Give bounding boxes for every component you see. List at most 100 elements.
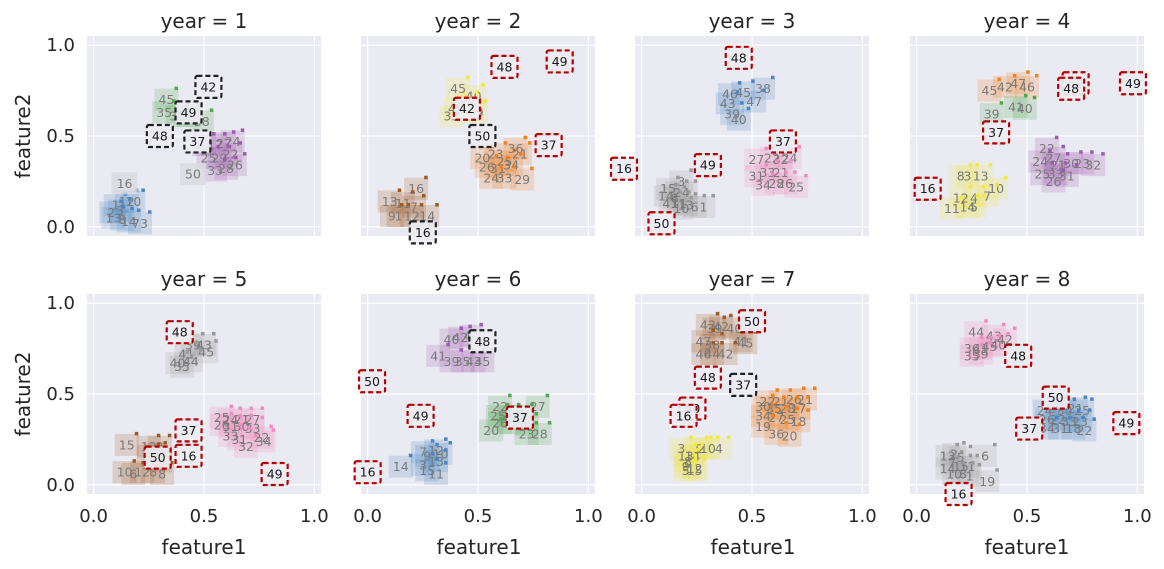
point-label: 26 [214, 417, 230, 432]
highlight-box-label: 37 [181, 423, 197, 438]
data-point [229, 411, 234, 416]
data-point [419, 203, 424, 207]
point-glyph-box [218, 415, 243, 438]
point-glyph-box [377, 190, 402, 213]
point-glyph-box [691, 343, 716, 365]
point-label: 43 [720, 96, 736, 111]
data-point [530, 402, 534, 407]
point-glyph-box [682, 195, 707, 218]
point-glyph-box [485, 157, 510, 180]
panels-layer: year = 10.00.51.011210231381473453538393… [46, 9, 1151, 527]
point-glyph-box [99, 201, 124, 224]
data-point [711, 193, 715, 198]
data-point [435, 203, 439, 207]
point-glyph-box [510, 168, 535, 191]
point-label: 4 [715, 441, 723, 456]
point-glyph-box [959, 344, 984, 367]
x-tick-label: 1.0 [848, 506, 877, 527]
data-point [1032, 95, 1037, 100]
point-label: 3 [677, 441, 685, 456]
point-glyph-box [227, 428, 252, 451]
point-glyph-box [401, 195, 426, 218]
point-glyph-box [984, 177, 1009, 200]
point-glyph-box [948, 455, 973, 478]
data-point [1087, 408, 1092, 412]
point-label: 31 [1052, 421, 1068, 436]
data-point [128, 197, 132, 202]
panel-year-7: year = 70.00.51.043394240473841454644422… [627, 267, 876, 527]
data-point [119, 199, 123, 203]
highlight-box-label: 49 [1125, 76, 1141, 91]
highlight-box-label: 48 [152, 129, 168, 144]
highlight-box-49 [693, 152, 722, 178]
cluster-4: 831310124711145 [939, 163, 1009, 220]
point-glyph-box [1015, 75, 1039, 98]
data-point [1035, 73, 1039, 78]
point-glyph-box [424, 463, 449, 485]
point-label: 45 [474, 354, 490, 369]
highlight-box-label: 37 [541, 138, 557, 153]
data-point [481, 83, 486, 87]
point-label: 45 [982, 339, 998, 354]
point-label: 25 [788, 179, 804, 194]
point-glyph-box [977, 335, 1002, 358]
point-label: 33 [497, 170, 513, 185]
data-point [711, 341, 715, 345]
point-label: 36 [768, 427, 784, 442]
data-point [512, 164, 516, 169]
data-point [136, 208, 141, 212]
point-glyph-box [1059, 152, 1084, 175]
data-point [737, 81, 742, 85]
panel-title: year = 3 [709, 9, 796, 33]
highlight-box-label: 42 [459, 101, 475, 116]
point-label: 27 [1046, 150, 1062, 165]
point-glyph-box [222, 154, 247, 177]
data-point [1054, 135, 1059, 140]
point-glyph-box [667, 192, 692, 215]
point-glyph-box [948, 165, 973, 187]
point-label: 6 [981, 448, 989, 463]
point-glyph-box [1072, 419, 1097, 442]
highlight-box-37 [534, 132, 563, 158]
point-label: 41 [430, 348, 446, 363]
data-point [689, 168, 693, 172]
point-label: 39 [973, 347, 989, 362]
panel-title: year = 5 [161, 267, 248, 291]
highlight-box-48 [468, 329, 497, 354]
data-point [795, 395, 799, 400]
highlight-box-50 [737, 309, 767, 334]
point-glyph-box [777, 424, 802, 447]
point-label: 5 [970, 199, 978, 214]
y-axis-label-row-1: feature2 [11, 94, 35, 179]
point-label: 33 [1048, 167, 1064, 182]
x-tick-label: 0.0 [627, 506, 656, 527]
data-point [988, 341, 993, 345]
data-point [720, 341, 724, 345]
data-point [253, 433, 258, 438]
highlight-box-label: 37 [1021, 421, 1037, 436]
data-point [979, 335, 984, 340]
point-label: 8 [158, 467, 166, 482]
point-label: 47 [746, 94, 762, 109]
point-glyph-box [939, 197, 964, 220]
data-point [1050, 161, 1054, 165]
data-point [806, 408, 810, 412]
point-glyph-box [669, 170, 694, 193]
data-point [804, 173, 808, 178]
data-point [1004, 175, 1008, 180]
data-point [410, 190, 415, 194]
data-point [156, 433, 161, 438]
data-point [984, 319, 988, 323]
highlight-box-label: 48 [474, 334, 490, 349]
point-label: 26 [1046, 174, 1062, 189]
point-glyph-box [959, 337, 984, 360]
highlight-box-label: 37 [775, 134, 791, 149]
point-label: 14 [959, 199, 975, 214]
y-tick-label: 1.0 [46, 35, 75, 56]
point-glyph-box [410, 453, 435, 476]
data-point [271, 428, 276, 432]
point-label: 30 [234, 419, 250, 434]
point-glyph-box [251, 430, 276, 453]
